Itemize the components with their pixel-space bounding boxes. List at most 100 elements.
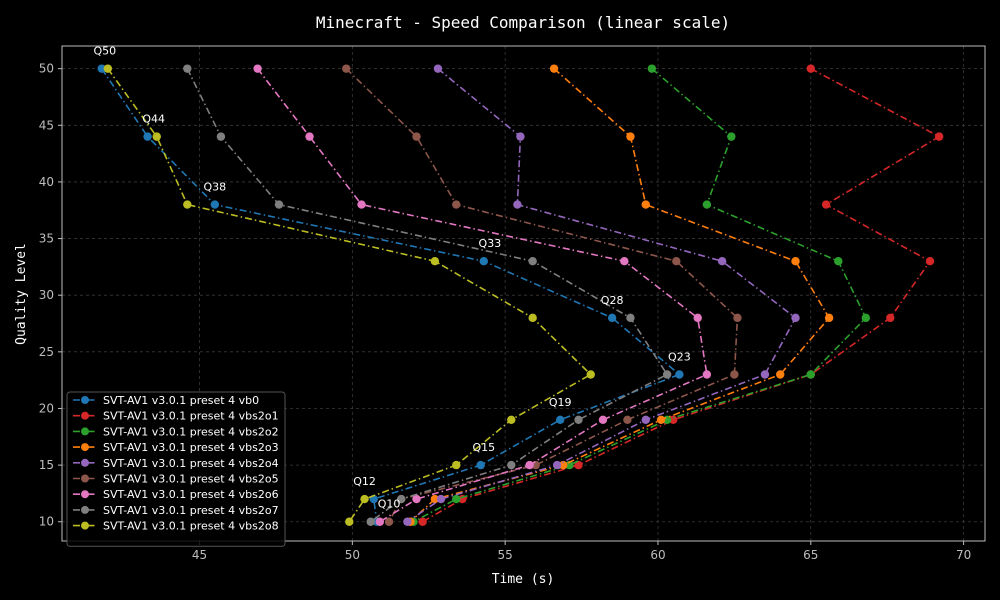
legend-swatch-marker — [81, 411, 89, 420]
legend-swatch-marker — [81, 474, 89, 483]
legend-item: SVT-AV1 v3.0.1 preset 4 vbs2o8 — [73, 520, 279, 533]
quality-annotation: Q19 — [549, 396, 572, 409]
data-point — [760, 370, 770, 379]
legend-label: SVT-AV1 v3.0.1 preset 4 vbs2o6 — [103, 488, 279, 501]
data-point — [152, 132, 161, 141]
data-point — [513, 200, 522, 209]
quality-annotation: Q12 — [353, 475, 376, 488]
quality-annotation: Q28 — [601, 294, 624, 307]
data-point — [555, 415, 565, 424]
data-point — [559, 460, 568, 470]
quality-annotation: Q50 — [93, 45, 116, 58]
legend-label: SVT-AV1 v3.0.1 preset 4 vbs2o4 — [103, 457, 279, 470]
data-point — [730, 370, 739, 379]
data-point — [452, 494, 461, 504]
data-point — [925, 257, 935, 266]
legend-swatch-marker — [81, 443, 89, 452]
data-point — [626, 132, 635, 141]
data-point — [598, 415, 608, 424]
data-point — [430, 494, 440, 504]
ticks: 45 50 55 60 65 70 10 15 20 25 30 35 40 45 50 — [39, 62, 972, 562]
data-point — [412, 494, 421, 504]
series-line — [256, 68, 708, 523]
data-point — [452, 200, 461, 209]
series-7 — [183, 64, 672, 526]
data-point — [702, 200, 712, 209]
data-point — [433, 64, 443, 73]
legend-label: SVT-AV1 v3.0.1 preset 4 vbs2o3 — [103, 441, 279, 454]
y-tick-label: 30 — [39, 288, 54, 302]
y-tick-label: 20 — [39, 401, 54, 415]
quality-annotation: Q23 — [668, 350, 691, 363]
y-tick-label: 50 — [39, 62, 54, 76]
legend-swatch-marker — [81, 396, 89, 404]
data-point — [824, 313, 834, 323]
data-point — [476, 460, 485, 470]
plot-frame — [61, 45, 986, 542]
data-point — [641, 415, 650, 424]
data-point — [662, 370, 672, 379]
data-point — [886, 313, 895, 323]
data-point — [672, 257, 681, 266]
data-point — [375, 517, 385, 526]
x-tick-label: 65 — [803, 548, 818, 562]
x-tick-label: 70 — [956, 548, 971, 562]
data-point — [647, 64, 657, 73]
data-point — [574, 415, 583, 424]
series-line — [413, 68, 867, 523]
data-point — [345, 517, 354, 526]
data-point — [507, 415, 516, 424]
y-tick-label: 15 — [39, 458, 54, 472]
data-point — [586, 370, 595, 379]
data-point — [549, 64, 559, 73]
x-tick-label: 55 — [498, 548, 513, 562]
data-point — [418, 517, 427, 526]
legend-swatch-marker — [81, 427, 89, 436]
data-point — [552, 460, 562, 470]
data-point — [693, 313, 702, 323]
y-tick-label: 45 — [39, 118, 54, 132]
data-point — [626, 313, 635, 323]
y-tick-label: 10 — [39, 515, 54, 529]
y-tick-label: 35 — [39, 232, 54, 246]
data-point — [669, 415, 678, 424]
series-line — [107, 68, 593, 523]
chart-title: Minecraft - Speed Comparison (linear sca… — [316, 13, 730, 32]
data-point — [357, 200, 366, 209]
data-point — [274, 200, 284, 209]
data-point — [641, 200, 650, 209]
data-point — [397, 494, 406, 504]
data-point — [806, 64, 815, 73]
quality-annotation: Q15 — [472, 441, 495, 454]
legend-item: SVT-AV1 v3.0.1 preset 4 vb0 — [73, 394, 259, 407]
data-point — [436, 494, 446, 504]
x-tick-label: 60 — [650, 548, 665, 562]
data-point — [934, 132, 944, 141]
data-point — [216, 132, 226, 141]
data-point — [565, 460, 574, 470]
legend-label: SVT-AV1 v3.0.1 preset 4 vb0 — [103, 394, 259, 407]
series-1 — [418, 64, 944, 526]
legend-label: SVT-AV1 v3.0.1 preset 4 vbs2o7 — [103, 504, 279, 517]
quality-annotation: Q10 — [378, 498, 401, 511]
data-point — [183, 200, 192, 209]
data-point — [727, 132, 736, 141]
legend-item: SVT-AV1 v3.0.1 preset 4 vbs2o7 — [73, 504, 279, 517]
legend-swatch-marker — [81, 521, 89, 530]
legend-item: SVT-AV1 v3.0.1 preset 4 vbs2o5 — [73, 473, 279, 486]
legend-item: SVT-AV1 v3.0.1 preset 4 vbs2o3 — [73, 441, 279, 454]
x-tick-label: 45 — [192, 548, 207, 562]
quality-annotation: Q44 — [142, 113, 165, 126]
data-point — [210, 200, 220, 209]
legend-label: SVT-AV1 v3.0.1 preset 4 vbs2o8 — [103, 520, 279, 533]
data-point — [516, 132, 525, 141]
data-point — [479, 257, 488, 266]
data-point — [623, 415, 632, 424]
data-point — [607, 313, 617, 323]
data-point — [528, 257, 537, 266]
data-point — [430, 257, 440, 266]
data-point — [733, 313, 742, 323]
legend-item: SVT-AV1 v3.0.1 preset 4 vbs2o6 — [73, 488, 279, 501]
data-point — [360, 494, 369, 504]
